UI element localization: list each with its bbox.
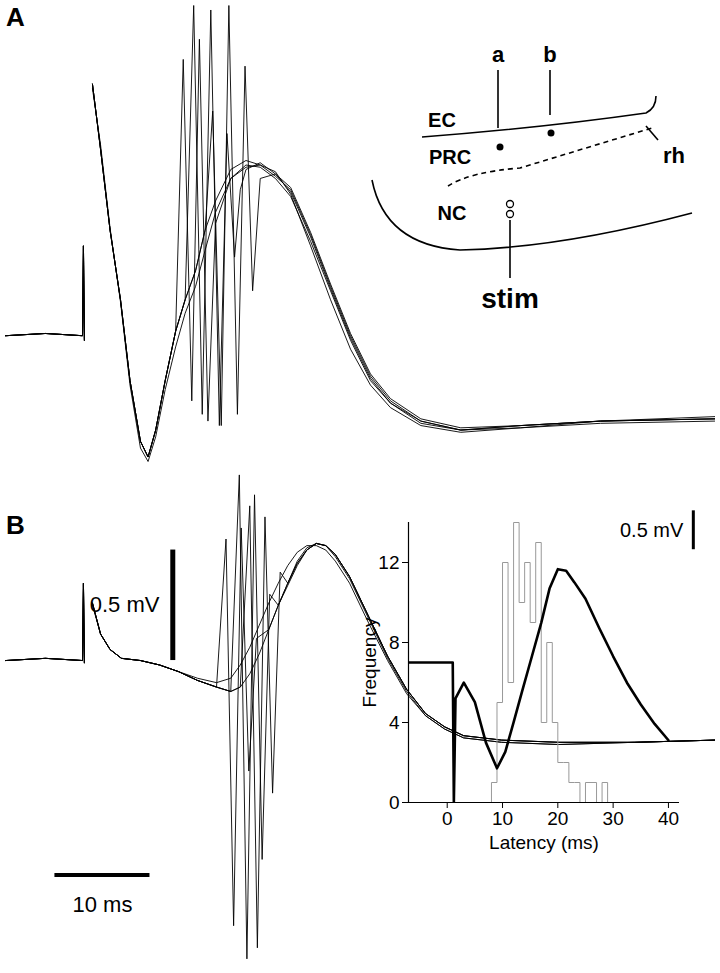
- svg-text:0.5 mV: 0.5 mV: [90, 592, 160, 617]
- svg-text:10: 10: [492, 808, 513, 829]
- svg-text:0.5 mV: 0.5 mV: [620, 519, 684, 541]
- svg-text:Latency (ms): Latency (ms): [489, 832, 599, 853]
- svg-text:a: a: [492, 42, 505, 67]
- svg-text:4: 4: [389, 712, 400, 733]
- svg-text:NC: NC: [438, 202, 467, 224]
- svg-text:0: 0: [442, 808, 453, 829]
- html-text:B: B: [6, 510, 25, 540]
- svg-text:b: b: [543, 42, 556, 67]
- svg-text:12: 12: [378, 552, 399, 573]
- svg-text:30: 30: [603, 808, 624, 829]
- svg-text:stim: stim: [481, 283, 539, 314]
- svg-text:Frequency: Frequency: [359, 617, 380, 707]
- svg-text:rh: rh: [663, 143, 685, 168]
- svg-text:0: 0: [389, 792, 400, 813]
- svg-text:40: 40: [658, 808, 679, 829]
- html-text:A: A: [6, 2, 25, 32]
- svg-text:PRC: PRC: [429, 146, 471, 168]
- svg-text:20: 20: [547, 808, 568, 829]
- svg-text:10 ms: 10 ms: [72, 892, 132, 917]
- svg-text:EC: EC: [428, 109, 456, 131]
- svg-text:8: 8: [389, 632, 400, 653]
